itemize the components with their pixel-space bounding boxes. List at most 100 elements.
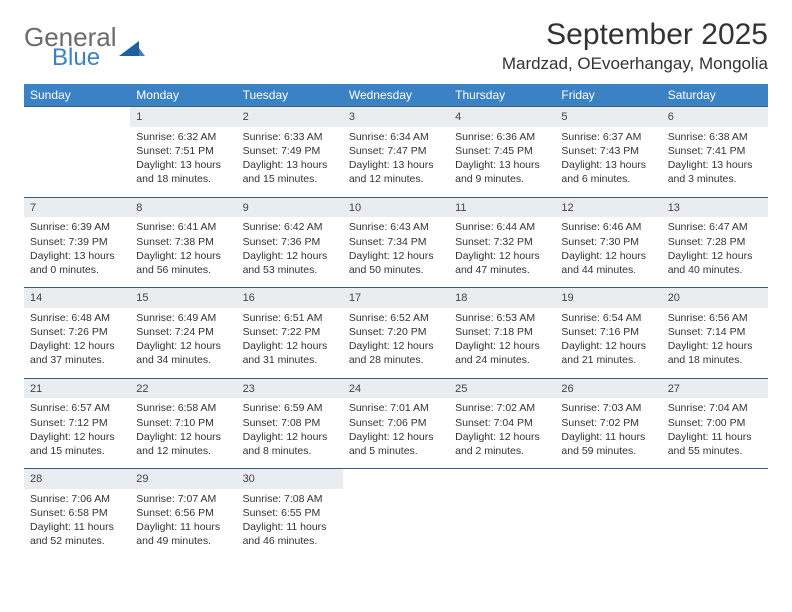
daylight-line: Daylight: 12 hours and 8 minutes. [243, 430, 337, 458]
day-number-cell [555, 469, 661, 489]
sunset-line: Sunset: 7:22 PM [243, 325, 337, 339]
sunrise-line: Sunrise: 7:01 AM [349, 401, 443, 415]
sunset-line: Sunset: 6:56 PM [136, 506, 230, 520]
sunset-line: Sunset: 7:02 PM [561, 416, 655, 430]
daynum-row: 78910111213 [24, 197, 768, 217]
daylight-line: Daylight: 12 hours and 53 minutes. [243, 249, 337, 277]
daylight-line: Daylight: 12 hours and 37 minutes. [30, 339, 124, 367]
day-detail-cell: Sunrise: 7:08 AMSunset: 6:55 PMDaylight:… [237, 489, 343, 559]
day-number-cell: 21 [24, 378, 130, 398]
day-number-cell: 22 [130, 378, 236, 398]
day-number-cell: 4 [449, 107, 555, 127]
calendar-table: Sunday Monday Tuesday Wednesday Thursday… [24, 84, 768, 559]
sunrise-line: Sunrise: 6:32 AM [136, 130, 230, 144]
day-number-cell: 24 [343, 378, 449, 398]
sunset-line: Sunset: 7:45 PM [455, 144, 549, 158]
sunrise-line: Sunrise: 7:04 AM [668, 401, 762, 415]
sunset-line: Sunset: 7:18 PM [455, 325, 549, 339]
sunset-line: Sunset: 7:43 PM [561, 144, 655, 158]
sunset-line: Sunset: 7:24 PM [136, 325, 230, 339]
day-detail-cell: Sunrise: 7:03 AMSunset: 7:02 PMDaylight:… [555, 398, 661, 468]
day-number-cell: 29 [130, 469, 236, 489]
weekday-header-row: Sunday Monday Tuesday Wednesday Thursday… [24, 84, 768, 107]
sunrise-line: Sunrise: 7:07 AM [136, 492, 230, 506]
sunset-line: Sunset: 7:47 PM [349, 144, 443, 158]
sunrise-line: Sunrise: 6:54 AM [561, 311, 655, 325]
day-detail-cell: Sunrise: 7:02 AMSunset: 7:04 PMDaylight:… [449, 398, 555, 468]
day-detail-cell: Sunrise: 6:52 AMSunset: 7:20 PMDaylight:… [343, 308, 449, 378]
day-detail-cell: Sunrise: 6:32 AMSunset: 7:51 PMDaylight:… [130, 127, 236, 197]
sunrise-line: Sunrise: 6:46 AM [561, 220, 655, 234]
day-number-cell: 14 [24, 288, 130, 308]
day-number-cell [662, 469, 768, 489]
day-number-cell: 1 [130, 107, 236, 127]
sunrise-line: Sunrise: 6:41 AM [136, 220, 230, 234]
sunset-line: Sunset: 7:26 PM [30, 325, 124, 339]
daynum-row: 21222324252627 [24, 378, 768, 398]
sunrise-line: Sunrise: 6:33 AM [243, 130, 337, 144]
day-detail-cell: Sunrise: 6:43 AMSunset: 7:34 PMDaylight:… [343, 217, 449, 287]
daylight-line: Daylight: 13 hours and 6 minutes. [561, 158, 655, 186]
logo-triangle-icon [119, 38, 145, 60]
day-detail-cell: Sunrise: 6:39 AMSunset: 7:39 PMDaylight:… [24, 217, 130, 287]
day-detail-cell: Sunrise: 6:51 AMSunset: 7:22 PMDaylight:… [237, 308, 343, 378]
day-number-cell: 2 [237, 107, 343, 127]
sunset-line: Sunset: 7:36 PM [243, 235, 337, 249]
day-detail-cell [662, 489, 768, 559]
day-number-cell: 15 [130, 288, 236, 308]
day-number-cell: 8 [130, 197, 236, 217]
detail-row: Sunrise: 7:06 AMSunset: 6:58 PMDaylight:… [24, 489, 768, 559]
sunset-line: Sunset: 7:14 PM [668, 325, 762, 339]
detail-row: Sunrise: 6:39 AMSunset: 7:39 PMDaylight:… [24, 217, 768, 287]
daylight-line: Daylight: 13 hours and 15 minutes. [243, 158, 337, 186]
month-title: September 2025 [502, 18, 768, 52]
sunset-line: Sunset: 7:41 PM [668, 144, 762, 158]
sunrise-line: Sunrise: 6:37 AM [561, 130, 655, 144]
day-number-cell: 9 [237, 197, 343, 217]
sunrise-line: Sunrise: 6:52 AM [349, 311, 443, 325]
day-number-cell: 26 [555, 378, 661, 398]
daylight-line: Daylight: 13 hours and 3 minutes. [668, 158, 762, 186]
day-detail-cell: Sunrise: 6:46 AMSunset: 7:30 PMDaylight:… [555, 217, 661, 287]
daylight-line: Daylight: 12 hours and 34 minutes. [136, 339, 230, 367]
location: Mardzad, OEvoerhangay, Mongolia [502, 54, 768, 74]
sunrise-line: Sunrise: 6:48 AM [30, 311, 124, 325]
day-number-cell: 13 [662, 197, 768, 217]
daylight-line: Daylight: 12 hours and 56 minutes. [136, 249, 230, 277]
sunset-line: Sunset: 7:20 PM [349, 325, 443, 339]
sunset-line: Sunset: 7:28 PM [668, 235, 762, 249]
daylight-line: Daylight: 13 hours and 0 minutes. [30, 249, 124, 277]
day-number-cell: 18 [449, 288, 555, 308]
day-detail-cell [343, 489, 449, 559]
day-detail-cell: Sunrise: 6:48 AMSunset: 7:26 PMDaylight:… [24, 308, 130, 378]
sunrise-line: Sunrise: 6:47 AM [668, 220, 762, 234]
day-detail-cell: Sunrise: 6:57 AMSunset: 7:12 PMDaylight:… [24, 398, 130, 468]
daylight-line: Daylight: 12 hours and 47 minutes. [455, 249, 549, 277]
sunset-line: Sunset: 7:04 PM [455, 416, 549, 430]
sunrise-line: Sunrise: 6:42 AM [243, 220, 337, 234]
day-detail-cell: Sunrise: 7:01 AMSunset: 7:06 PMDaylight:… [343, 398, 449, 468]
day-detail-cell: Sunrise: 6:54 AMSunset: 7:16 PMDaylight:… [555, 308, 661, 378]
day-detail-cell: Sunrise: 6:56 AMSunset: 7:14 PMDaylight:… [662, 308, 768, 378]
day-detail-cell: Sunrise: 6:47 AMSunset: 7:28 PMDaylight:… [662, 217, 768, 287]
daylight-line: Daylight: 13 hours and 12 minutes. [349, 158, 443, 186]
day-detail-cell: Sunrise: 6:59 AMSunset: 7:08 PMDaylight:… [237, 398, 343, 468]
daylight-line: Daylight: 11 hours and 49 minutes. [136, 520, 230, 548]
day-detail-cell: Sunrise: 6:34 AMSunset: 7:47 PMDaylight:… [343, 127, 449, 197]
daynum-row: 14151617181920 [24, 288, 768, 308]
daylight-line: Daylight: 11 hours and 52 minutes. [30, 520, 124, 548]
sunrise-line: Sunrise: 6:49 AM [136, 311, 230, 325]
detail-row: Sunrise: 6:57 AMSunset: 7:12 PMDaylight:… [24, 398, 768, 468]
day-detail-cell: Sunrise: 6:49 AMSunset: 7:24 PMDaylight:… [130, 308, 236, 378]
sunset-line: Sunset: 7:38 PM [136, 235, 230, 249]
sunset-line: Sunset: 7:16 PM [561, 325, 655, 339]
sunrise-line: Sunrise: 6:43 AM [349, 220, 443, 234]
day-number-cell: 12 [555, 197, 661, 217]
day-number-cell: 5 [555, 107, 661, 127]
sunset-line: Sunset: 7:34 PM [349, 235, 443, 249]
daylight-line: Daylight: 12 hours and 18 minutes. [668, 339, 762, 367]
day-number-cell: 11 [449, 197, 555, 217]
day-number-cell: 30 [237, 469, 343, 489]
logo: General Blue [24, 24, 145, 70]
sunrise-line: Sunrise: 6:34 AM [349, 130, 443, 144]
